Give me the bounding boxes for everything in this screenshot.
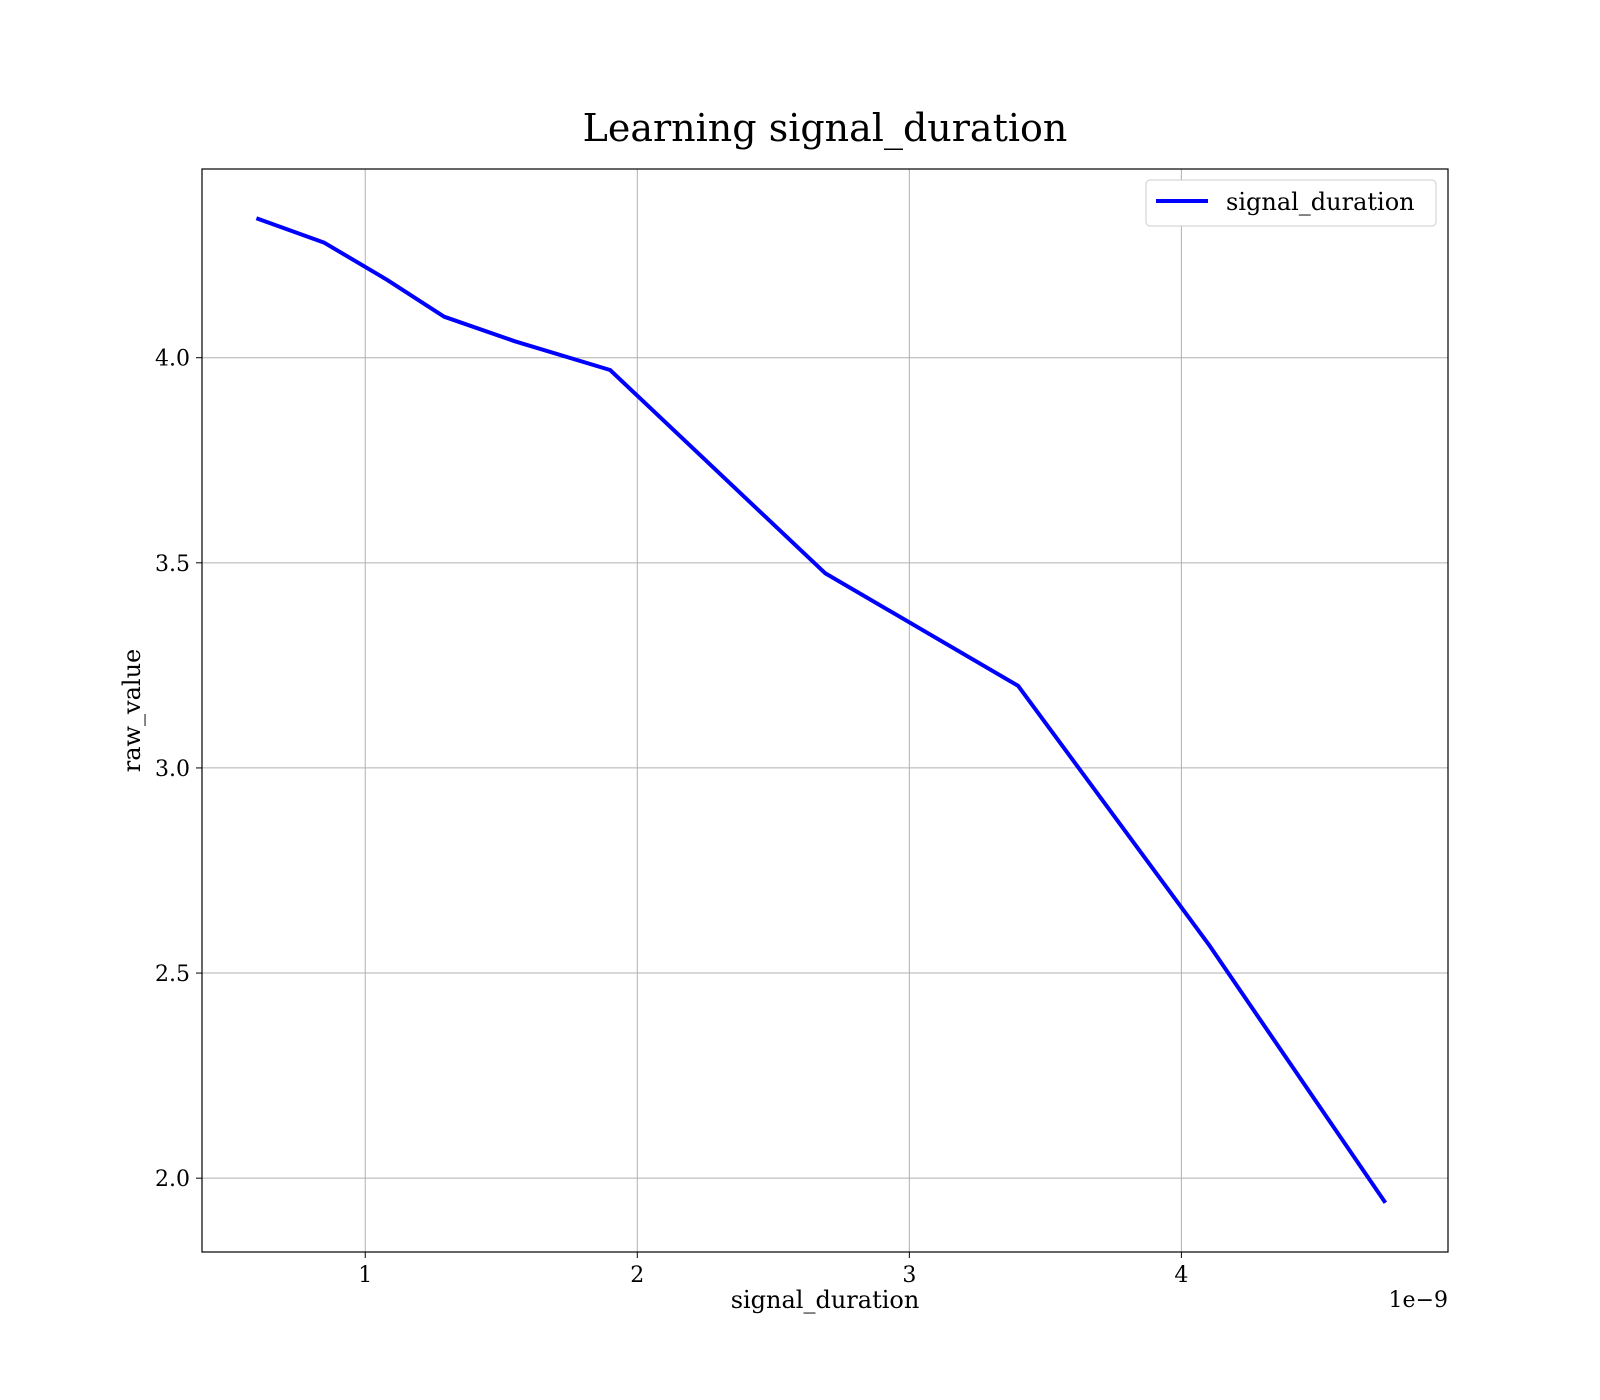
x-axis-offset-label: 1e−9 [1389, 1288, 1448, 1313]
x-tick-label: 2 [630, 1263, 644, 1288]
series-layer [255, 216, 1388, 1204]
tick-layer: 1 2 3 4 2.0 2.5 3.0 3.5 4.0 [155, 347, 1188, 1288]
chart-title: Learning signal_duration [583, 106, 1068, 151]
y-tick-label: 2.0 [155, 1167, 190, 1192]
legend: signal_duration [1145, 179, 1437, 227]
y-axis-label: raw_value [118, 649, 146, 773]
y-tick-label: 3.0 [155, 757, 190, 782]
grid-layer [202, 169, 1448, 1252]
plot-frame [201, 168, 1449, 1253]
y-tick-label: 4.0 [155, 347, 190, 372]
legend-label: signal_duration [1226, 188, 1415, 216]
x-tick-label: 3 [902, 1263, 916, 1288]
series-line-signal_duration [255, 216, 1388, 1204]
legend-box [1145, 179, 1437, 227]
y-tick-label: 3.5 [155, 552, 190, 577]
x-tick-label: 4 [1174, 1263, 1188, 1288]
x-axis-label: signal_duration [731, 1286, 920, 1314]
y-tick-label: 2.5 [155, 962, 190, 987]
x-tick-label: 1 [358, 1263, 372, 1288]
